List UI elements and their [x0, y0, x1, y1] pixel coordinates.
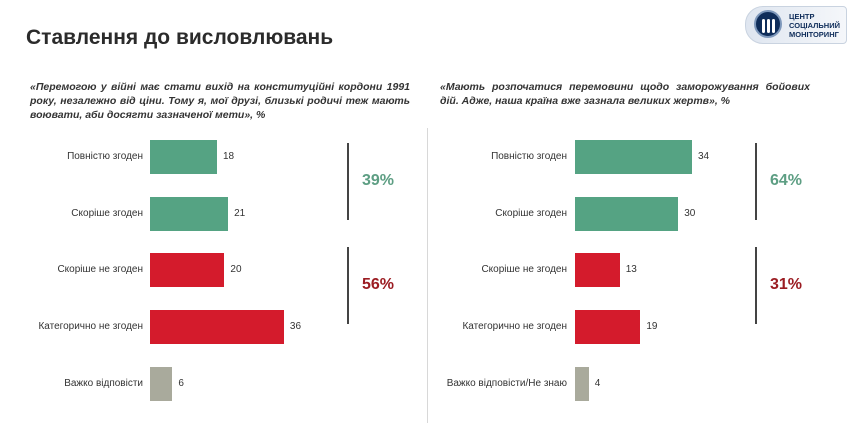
category-label: Скоріше не згоден — [57, 264, 143, 275]
group-bracket — [755, 247, 757, 324]
group-bracket — [347, 143, 349, 220]
bar — [575, 310, 641, 344]
category-label: Важко відповісти/Не знаю — [446, 378, 567, 389]
data-label: 13 — [625, 264, 637, 275]
data-label: 18 — [222, 151, 235, 162]
bar — [575, 197, 679, 231]
data-label: 36 — [289, 321, 302, 332]
bar — [150, 310, 284, 344]
bar — [575, 140, 692, 174]
data-label: 6 — [178, 378, 184, 389]
bar — [150, 367, 173, 401]
category-label: Скоріше згоден — [495, 208, 567, 219]
category-label: Категорично не згоден — [38, 321, 143, 332]
page-title: Ставлення до висловлювань — [26, 26, 334, 49]
group-bracket — [755, 143, 757, 220]
group-total: 64% — [770, 171, 803, 189]
group-bracket — [347, 247, 349, 324]
category-label: Важко відповісти — [64, 378, 143, 389]
bar — [150, 197, 229, 231]
panel-divider — [427, 128, 428, 423]
category-label: Повністю згоден — [491, 151, 567, 162]
bar — [150, 253, 225, 287]
data-label: 19 — [646, 321, 658, 332]
data-label: 21 — [234, 208, 246, 219]
category-label: Скоріше не згоден — [481, 264, 567, 275]
group-total: 31% — [770, 275, 803, 293]
category-label: Категорично не згоден — [462, 321, 567, 332]
data-label: 4 — [594, 378, 601, 389]
data-label: 30 — [684, 208, 696, 219]
category-label: Повністю згоден — [67, 151, 143, 162]
chart-question: «Перемогою у війні має стати вихід на ко… — [30, 81, 410, 121]
group-total: 39% — [362, 171, 395, 189]
group-total: 56% — [362, 275, 395, 293]
data-label: 34 — [697, 151, 710, 162]
bar — [575, 367, 589, 401]
category-label: Скоріше згоден — [71, 208, 143, 219]
chart-question: «Мають розпочатися перемовини щодо замор… — [440, 81, 810, 107]
logo-emblem-icon — [754, 10, 782, 38]
logo: ЦЕНТР СОЦІАЛЬНИЙ МОНІТОРИНГ — [745, 6, 847, 44]
bar — [150, 140, 217, 174]
data-label: 20 — [230, 264, 242, 275]
logo-text: ЦЕНТР СОЦІАЛЬНИЙ МОНІТОРИНГ — [789, 12, 840, 39]
bar — [575, 253, 620, 287]
